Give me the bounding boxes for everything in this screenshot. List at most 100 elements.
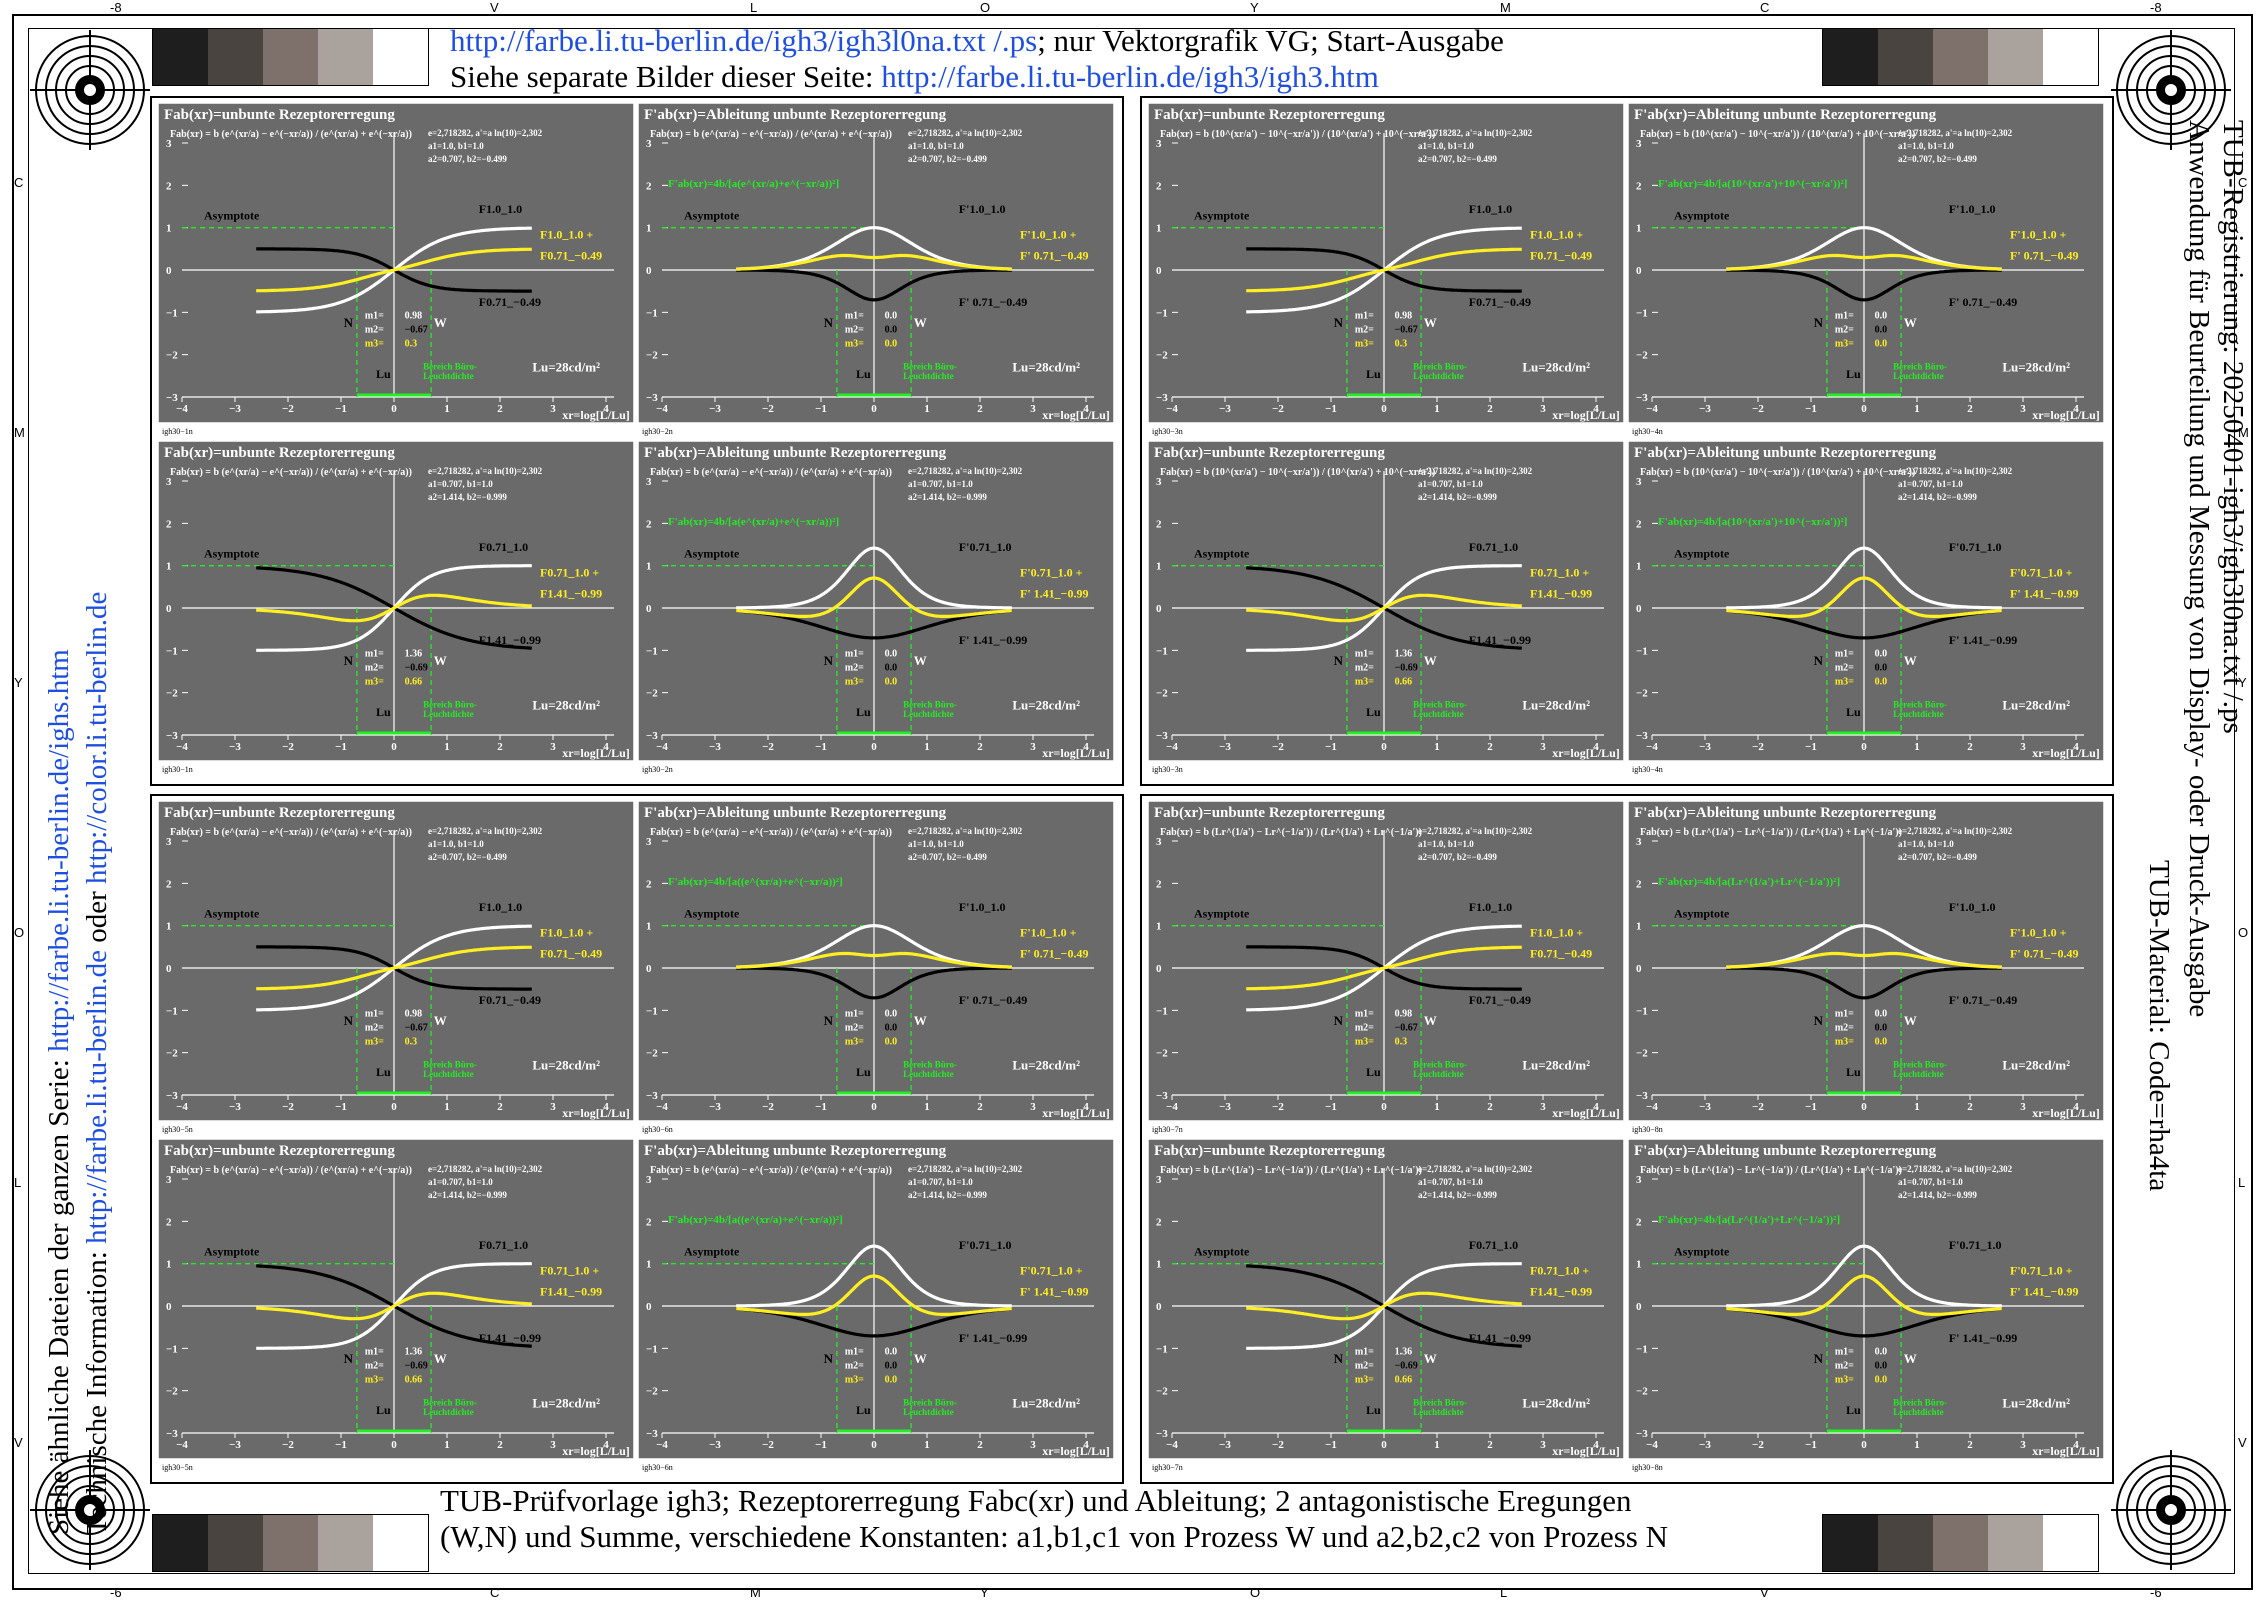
curve-label-sum-1: F'1.0_1.0 + bbox=[2010, 925, 2067, 939]
edge-label: O bbox=[2238, 925, 2249, 940]
x-tick-label: −4 bbox=[1166, 1101, 1178, 1113]
slope-m1: 1.36 bbox=[405, 649, 423, 660]
lu-mark: Lu bbox=[376, 367, 391, 381]
label-w: W bbox=[434, 1351, 447, 1366]
curve-label-n: F' 0.71_−0.49 bbox=[1949, 993, 2018, 1007]
x-tick-label: −4 bbox=[1646, 1439, 1658, 1451]
y-tick-label: 3 bbox=[1156, 1174, 1162, 1186]
label-w: W bbox=[1904, 315, 1917, 330]
y-tick-label: −3 bbox=[646, 1090, 658, 1102]
panel-constant: a1=1.0, b1=1.0 bbox=[908, 839, 964, 849]
x-tick-label: −2 bbox=[282, 403, 294, 415]
panel-constant: a2=1.414, b2=−0.999 bbox=[428, 1190, 507, 1200]
curve-label-sum-1: F'1.0_1.0 + bbox=[1020, 227, 1077, 241]
panel-formula: Fab(xr) = b (e^(xr/a) − e^(−xr/a)) / (e^… bbox=[650, 467, 892, 478]
y-tick-label: −1 bbox=[646, 1005, 658, 1017]
slope-m3-label: m3= bbox=[1355, 1037, 1374, 1048]
panel-background bbox=[1147, 1138, 1625, 1460]
curve-label-sum-1: F1.0_1.0 + bbox=[1530, 925, 1583, 939]
panel-background bbox=[1147, 800, 1625, 1122]
slope-m3-label: m3= bbox=[845, 1037, 864, 1048]
panel-constant: a2=1.414, b2=−0.999 bbox=[1898, 492, 1977, 502]
header-link-htm[interactable]: http://farbe.li.tu-berlin.de/igh3/igh3.h… bbox=[881, 59, 1379, 94]
header-link-txt[interactable]: http://farbe.li.tu-berlin.de/igh3/igh3l0… bbox=[450, 23, 1038, 58]
x-tick-label: 4 bbox=[603, 741, 609, 753]
x-tick-label: −3 bbox=[1219, 403, 1231, 415]
slope-m2-label: m2= bbox=[845, 1361, 864, 1372]
y-tick-label: 1 bbox=[646, 1259, 652, 1271]
panel-constant: e=2,718282, a'=a ln(10)=2,302 bbox=[908, 466, 1023, 476]
x-tick-label: 2 bbox=[497, 403, 503, 415]
y-tick-label: −3 bbox=[166, 730, 178, 742]
slope-m2: 0.0 bbox=[1875, 1361, 1888, 1372]
x-axis-label: xr=log[L/Lu] bbox=[562, 1106, 630, 1120]
x-tick-label: −4 bbox=[176, 403, 188, 415]
curve-sum bbox=[1726, 1274, 2002, 1316]
curve-process-w bbox=[736, 1244, 1012, 1308]
panel-constant: a1=0.707, b1=1.0 bbox=[1418, 479, 1483, 489]
x-tick-label: 0 bbox=[871, 741, 877, 753]
curve-label-sum-2: F0.71_−0.49 bbox=[540, 946, 602, 960]
edge-label: Y bbox=[980, 1585, 989, 1600]
x-tick-label: 4 bbox=[603, 1439, 609, 1451]
gray-swatch bbox=[1878, 29, 1933, 85]
slope-m3: 0.0 bbox=[885, 1037, 898, 1048]
range-label-2: Leuchtdichte bbox=[1413, 1407, 1464, 1417]
y-tick-label: −1 bbox=[1156, 1343, 1168, 1355]
panel-constant: a2=0.707, b2=−0.499 bbox=[908, 852, 987, 862]
edge-label: V bbox=[490, 0, 499, 15]
lu-mark: Lu bbox=[1366, 1403, 1381, 1417]
panel-title: F'ab(xr)=Ableitung unbunte Rezeptorerreg… bbox=[644, 805, 947, 821]
x-tick-label: −3 bbox=[229, 741, 241, 753]
gray-swatch bbox=[318, 1515, 373, 1571]
x-tick-label: 2 bbox=[1967, 1101, 1973, 1113]
slope-m3-label: m3= bbox=[1835, 1037, 1854, 1048]
registration-center bbox=[2165, 1504, 2177, 1516]
y-tick-label: 0 bbox=[1636, 603, 1642, 615]
y-tick-label: 2 bbox=[1636, 1216, 1642, 1228]
panel-derivative-formula: F'ab(xr)=4b/[a(10^(xr/a')+10^(−xr/a'))²] bbox=[1658, 516, 1847, 528]
y-tick-label: 1 bbox=[1156, 1259, 1162, 1271]
panel-constant: a2=1.414, b2=−0.999 bbox=[908, 492, 987, 502]
panel-formula: Fab(xr) = b (e^(xr/a) − e^(−xr/a)) / (e^… bbox=[650, 1165, 892, 1176]
range-label-2: Leuchtdichte bbox=[423, 1069, 474, 1079]
slope-m1-label: m1= bbox=[1835, 649, 1854, 660]
label-w: W bbox=[434, 653, 447, 668]
y-tick-label: 3 bbox=[166, 1174, 172, 1186]
y-tick-label: 2 bbox=[1156, 180, 1162, 192]
x-tick-label: −4 bbox=[1166, 1439, 1178, 1451]
x-tick-label: −4 bbox=[1646, 741, 1658, 753]
x-tick-label: −3 bbox=[229, 1101, 241, 1113]
x-tick-label: −2 bbox=[282, 741, 294, 753]
lu-label: Lu=28cd/m² bbox=[1012, 698, 1080, 713]
panel-code: igh30−1n bbox=[162, 427, 193, 436]
x-tick-label: −2 bbox=[1272, 1439, 1284, 1451]
panel-background bbox=[157, 1138, 635, 1460]
edge-label: C bbox=[2238, 175, 2248, 190]
asymptote-label: Asymptote bbox=[1194, 547, 1250, 561]
edge-label: C bbox=[1760, 0, 1770, 15]
x-tick-label: 3 bbox=[550, 1439, 556, 1451]
panel-code: igh30−8n bbox=[1632, 1463, 1663, 1472]
x-tick-label: 1 bbox=[1914, 741, 1920, 753]
slope-m1: 1.36 bbox=[1395, 1347, 1413, 1358]
x-tick-label: 4 bbox=[1083, 741, 1089, 753]
range-label-2: Leuchtdichte bbox=[903, 1407, 954, 1417]
panel-derivative-formula: F'ab(xr)=4b/[a(e^(xr/a)+e^(−xr/a))²] bbox=[668, 178, 839, 190]
edge-label: Y bbox=[1250, 0, 1259, 15]
curve-label-w: F1.0_1.0 bbox=[1469, 900, 1512, 914]
asymptote-label: Asymptote bbox=[204, 1245, 260, 1259]
gray-swatch bbox=[263, 29, 318, 85]
panel-title: F'ab(xr)=Ableitung unbunte Rezeptorerreg… bbox=[644, 107, 947, 123]
panel-constant: e=2,718282, a'=a ln(10)=2,302 bbox=[428, 466, 543, 476]
x-tick-label: 2 bbox=[977, 1439, 983, 1451]
registration-center bbox=[84, 1504, 96, 1516]
x-axis-label: xr=log[L/Lu] bbox=[562, 746, 630, 760]
range-label-2: Leuchtdichte bbox=[1893, 1069, 1944, 1079]
x-tick-label: −4 bbox=[1166, 741, 1178, 753]
curve-sum bbox=[736, 253, 1012, 271]
lu-mark: Lu bbox=[376, 1403, 391, 1417]
